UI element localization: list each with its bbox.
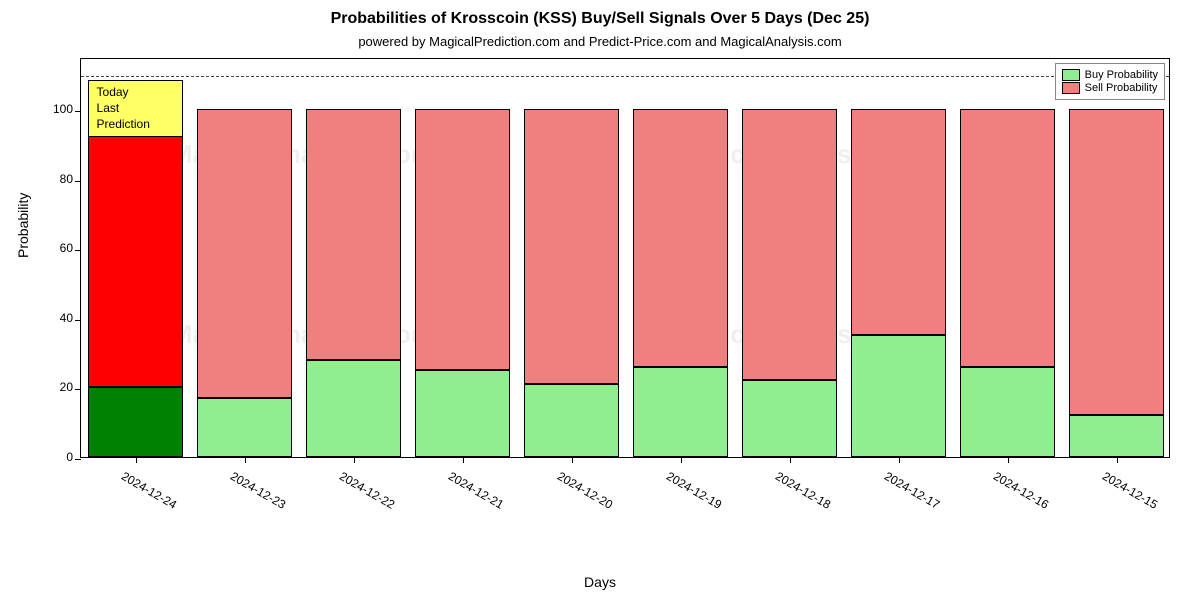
xtick-label: 2024-12-15 [1100,469,1160,512]
bar-sell [197,109,293,398]
xtick-label: 2024-12-18 [773,469,833,512]
legend-label-sell: Sell Probability [1085,82,1158,94]
ytick-label: 40 [60,311,73,325]
chart-figure: Probabilities of Krosscoin (KSS) Buy/Sel… [0,0,1200,600]
xtick-mark [1117,457,1118,463]
xtick-mark [899,457,900,463]
bar-group [415,57,511,457]
legend-row-buy: Buy Probability [1062,69,1158,81]
xtick-mark [354,457,355,463]
xtick-label: 2024-12-16 [991,469,1051,512]
xtick-mark [245,457,246,463]
xtick-label: 2024-12-24 [119,469,179,512]
ytick-label: 100 [53,102,73,116]
ytick-mark [75,459,81,460]
ytick-mark [75,320,81,321]
xtick-label: 2024-12-23 [228,469,288,512]
xtick-mark [681,457,682,463]
bar-group [524,57,620,457]
legend-swatch-sell [1062,82,1080,94]
bar-group [960,57,1056,457]
bar-buy [197,398,293,457]
bar-sell [742,109,838,380]
bar-buy [524,384,620,457]
xtick-label: 2024-12-20 [555,469,615,512]
ytick-label: 0 [66,450,73,464]
xtick-label: 2024-12-19 [664,469,724,512]
bar-buy [415,370,511,457]
xtick-label: 2024-12-21 [446,469,506,512]
ytick-mark [75,111,81,112]
bar-sell [306,109,402,359]
today-annotation-line2: Last Prediction [97,101,175,132]
bar-buy [851,335,947,457]
ytick-label: 20 [60,380,73,394]
bar-buy [306,360,402,457]
xtick-mark [572,457,573,463]
ytick-label: 60 [60,241,73,255]
bar-group [197,57,293,457]
bar-buy [88,387,184,457]
bar-buy [633,367,729,457]
today-annotation: TodayLast Prediction [88,80,184,137]
xtick-mark [1008,457,1009,463]
bar-sell [633,109,729,366]
bar-sell [1069,109,1165,415]
xtick-mark [790,457,791,463]
chart-title: Probabilities of Krosscoin (KSS) Buy/Sel… [0,10,1200,28]
bar-sell [524,109,620,384]
legend-label-buy: Buy Probability [1085,69,1158,81]
bar-group [306,57,402,457]
bar-sell [415,109,511,370]
bar-sell [960,109,1056,366]
xtick-label: 2024-12-22 [337,469,397,512]
bar-sell [851,109,947,335]
ytick-mark [75,181,81,182]
xtick-label: 2024-12-17 [882,469,942,512]
ytick-mark [75,389,81,390]
bar-buy [960,367,1056,457]
xtick-mark [136,457,137,463]
y-axis-label: Probability [15,193,31,258]
today-annotation-line1: Today [97,85,175,101]
bar-buy [1069,415,1165,457]
bar-group [742,57,838,457]
chart-subtitle: powered by MagicalPrediction.com and Pre… [0,34,1200,49]
xtick-mark [463,457,464,463]
plot-area: Buy Probability Sell Probability 0204060… [80,58,1170,458]
bar-group [851,57,947,457]
bar-group [633,57,729,457]
bar-group [1069,57,1165,457]
ytick-mark [75,250,81,251]
legend-swatch-buy [1062,69,1080,81]
legend: Buy Probability Sell Probability [1055,63,1165,100]
x-axis-label: Days [0,574,1200,590]
bar-sell [88,109,184,387]
bar-buy [742,380,838,457]
ytick-label: 80 [60,172,73,186]
legend-row-sell: Sell Probability [1062,82,1158,94]
